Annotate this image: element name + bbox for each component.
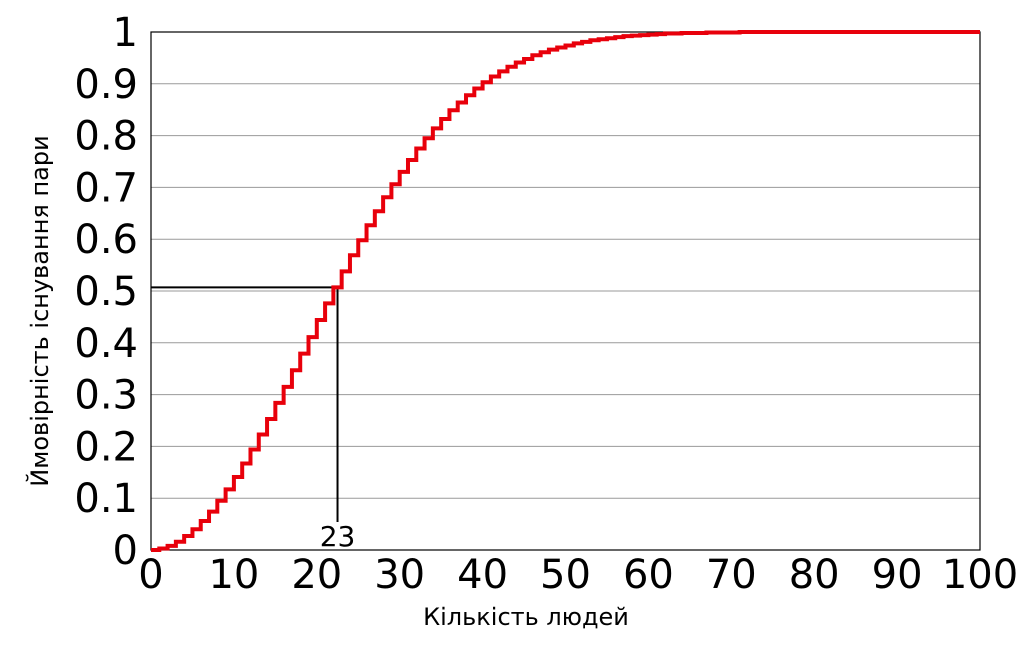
threshold-marker: 23 [151,286,356,553]
y-tick-label-8: 0.8 [74,114,138,160]
y-tick-label-6: 0.6 [74,217,138,263]
y-tick-label-10: 1 [113,10,138,56]
y-tick-label-9: 0.9 [74,62,138,108]
y-tick-label-5: 0.5 [74,269,138,315]
x-tick-label-9: 90 [872,552,923,598]
x-tick-label-3: 30 [374,552,425,598]
x-tick-label-7: 70 [706,552,757,598]
x-tick-label-2: 20 [291,552,342,598]
y-tick-labels: 0 0.1 0.2 0.3 0.4 0.5 0.6 0.7 0.8 0.9 1 [74,10,138,574]
y-tick-label-7: 0.7 [74,165,138,211]
x-tick-label-5: 50 [540,552,591,598]
y-tick-label-0: 0 [113,528,138,574]
x-tick-label-8: 80 [789,552,840,598]
x-tick-label-0: 0 [138,552,163,598]
grid-lines [151,31,980,551]
x-tick-label-6: 60 [623,552,674,598]
y-tick-label-4: 0.4 [74,321,138,367]
x-tick-label-1: 10 [208,552,259,598]
y-tick-label-2: 0.2 [74,424,138,470]
y-tick-label-1: 0.1 [74,476,138,522]
x-tick-label-4: 40 [457,552,508,598]
y-tick-label-3: 0.3 [74,373,138,419]
plot-frame [150,31,981,551]
y-axis-label: Ймовірність існування пари [25,135,54,486]
x-tick-labels: 0 10 20 30 40 50 60 70 80 90 100 [138,552,1018,598]
series-line-0 [151,30,980,552]
series-group [151,30,980,552]
x-tick-label-10: 100 [942,552,1018,598]
x-axis-label: Кількість людей [423,603,629,631]
marker-label: 23 [320,520,356,553]
